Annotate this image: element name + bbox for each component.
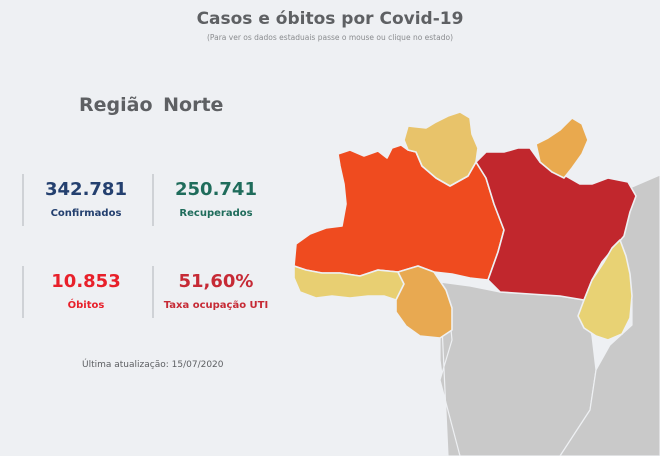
stat-recovered-value: 250.741 bbox=[175, 179, 257, 200]
stat-icu-occupancy: 51,60% Taxa ocupação UTI bbox=[152, 266, 278, 318]
last-updated: Última atualização: 15/07/2020 bbox=[82, 360, 224, 370]
stat-confirmed-value: 342.781 bbox=[45, 179, 127, 200]
stat-deaths-label: Óbitos bbox=[67, 300, 105, 311]
state-roraima[interactable] bbox=[403, 111, 479, 187]
state-rondonia[interactable] bbox=[395, 265, 453, 339]
stat-recovered-label: Recuperados bbox=[179, 208, 253, 219]
state-amazonas[interactable] bbox=[293, 144, 505, 281]
page-title: Casos e óbitos por Covid-19 bbox=[196, 9, 464, 29]
stat-deaths: 10.853 Óbitos bbox=[22, 266, 148, 318]
stat-deaths-value: 10.853 bbox=[51, 271, 121, 292]
stat-confirmed: 342.781 Confirmados bbox=[22, 174, 148, 226]
region-title: Região Norte bbox=[79, 94, 224, 116]
state-tocantins[interactable] bbox=[577, 239, 633, 341]
stat-confirmed-label: Confirmados bbox=[50, 208, 122, 219]
stat-recovered: 250.741 Recuperados bbox=[152, 174, 278, 226]
state-para[interactable] bbox=[475, 147, 637, 301]
page-subtitle: (Para ver os dados estaduais passe o mou… bbox=[207, 33, 453, 42]
stat-icu-label: Taxa ocupação UTI bbox=[163, 300, 269, 311]
neighbor-region-center-west bbox=[439, 281, 597, 456]
state-amapa[interactable] bbox=[535, 117, 589, 179]
stat-icu-value: 51,60% bbox=[178, 271, 254, 292]
